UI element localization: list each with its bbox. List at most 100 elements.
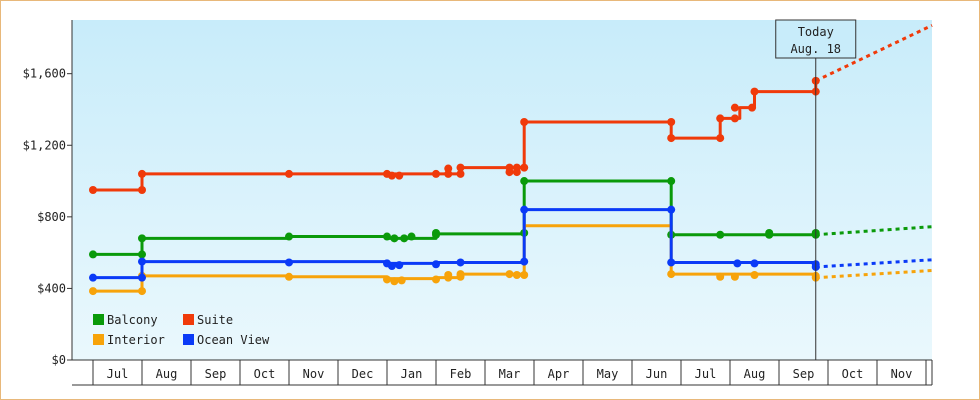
series-marker [285, 258, 293, 267]
x-tick-label: Nov [303, 367, 325, 381]
series-marker [716, 134, 725, 143]
x-tick-label: Apr [548, 367, 570, 381]
x-tick-label: Nov [891, 367, 913, 381]
series-marker [750, 259, 759, 268]
legend-label: Balcony [107, 313, 158, 327]
series-marker [667, 177, 676, 186]
series-marker [520, 205, 529, 214]
series-marker [730, 103, 739, 112]
legend-item-interior: Interior [93, 333, 165, 347]
series-marker [432, 260, 440, 269]
series-marker [285, 169, 293, 178]
series-marker [520, 257, 529, 266]
series-marker [432, 275, 440, 284]
forecast-line [815, 269, 933, 280]
x-tick-label: Jul [107, 367, 129, 381]
series-marker [138, 234, 146, 243]
x-tick-label: Oct [254, 367, 276, 381]
series-marker [733, 259, 742, 268]
series-marker [505, 270, 514, 279]
series-marker [138, 169, 146, 178]
series-marker [383, 275, 391, 284]
series-marker [89, 287, 97, 296]
series-marker [285, 232, 293, 241]
series-marker [505, 168, 514, 177]
series-marker [456, 169, 465, 178]
series-layer [89, 24, 933, 296]
series-marker [387, 171, 396, 180]
y-axis: $0 $400 $800 $1,200 $1,600 [23, 20, 73, 367]
legend-label: Interior [107, 333, 165, 347]
x-tick-label: Dec [352, 367, 374, 381]
series-marker [750, 271, 759, 279]
series-marker [456, 163, 465, 172]
series-marker [390, 277, 399, 286]
legend-label: Suite [197, 313, 233, 327]
series-marker [407, 232, 416, 241]
forecast-line [815, 258, 933, 269]
series-marker [400, 234, 409, 243]
series-marker [520, 271, 529, 279]
series-marker [397, 276, 406, 285]
legend-swatch [93, 334, 104, 345]
series-marker [765, 228, 774, 237]
series-marker [395, 261, 404, 270]
today-marker: Today Aug. 18 [775, 19, 857, 360]
y-tick-label: $0 [52, 353, 66, 367]
series-marker [89, 250, 97, 259]
series-marker [667, 205, 676, 214]
legend-swatch [183, 334, 194, 345]
legend-swatch [93, 314, 104, 325]
series-marker [89, 186, 97, 194]
series-marker [138, 257, 146, 266]
series-marker [520, 177, 529, 186]
series-marker [456, 258, 465, 267]
series-marker [390, 234, 399, 243]
series-marker [667, 134, 676, 143]
series-marker [138, 250, 146, 259]
x-tick-label: Feb [450, 367, 472, 381]
x-tick-label: Jun [646, 367, 668, 381]
series-suite [89, 24, 933, 194]
y-tick-label: $400 [37, 281, 66, 295]
series-marker [432, 228, 440, 237]
series-marker [432, 169, 440, 178]
series-marker [395, 171, 404, 180]
series-marker [750, 87, 759, 96]
series-marker [520, 118, 529, 126]
x-tick-label: Sep [793, 367, 815, 381]
series-marker [667, 270, 676, 279]
series-marker [89, 273, 97, 282]
series-marker [512, 163, 521, 172]
series-marker [667, 118, 676, 126]
series-marker [444, 271, 453, 279]
series-ocean-view [89, 205, 933, 282]
series-marker [383, 232, 391, 241]
x-tick-label: Sep [205, 367, 227, 381]
x-tick-label: Mar [499, 367, 521, 381]
legend-swatch [183, 314, 194, 325]
series-marker [730, 114, 739, 123]
series-marker [456, 270, 465, 279]
y-tick-label: $1,200 [23, 138, 66, 152]
series-marker [138, 273, 146, 282]
legend: Balcony Suite Interior Ocean View [93, 313, 270, 347]
series-marker [716, 272, 725, 281]
legend-item-suite: Suite [183, 313, 233, 327]
today-label: Today [798, 25, 834, 39]
y-tick-label: $1,600 [23, 67, 66, 81]
legend-item-ocean-view: Ocean View [183, 333, 270, 347]
series-marker [667, 258, 676, 267]
x-tick-label: May [597, 367, 619, 381]
x-tick-label: Jan [401, 367, 423, 381]
series-marker [730, 272, 739, 281]
series-marker [716, 230, 725, 239]
series-marker [138, 287, 146, 296]
x-axis: Jul Aug Sep Oct Nov Dec Jan Feb Mar Apr May Jun Jul A… [72, 359, 933, 386]
forecast-line [815, 24, 933, 83]
series-marker [716, 114, 725, 123]
series-marker [512, 271, 521, 279]
series-marker [520, 163, 529, 172]
x-tick-label: Aug [156, 367, 178, 381]
